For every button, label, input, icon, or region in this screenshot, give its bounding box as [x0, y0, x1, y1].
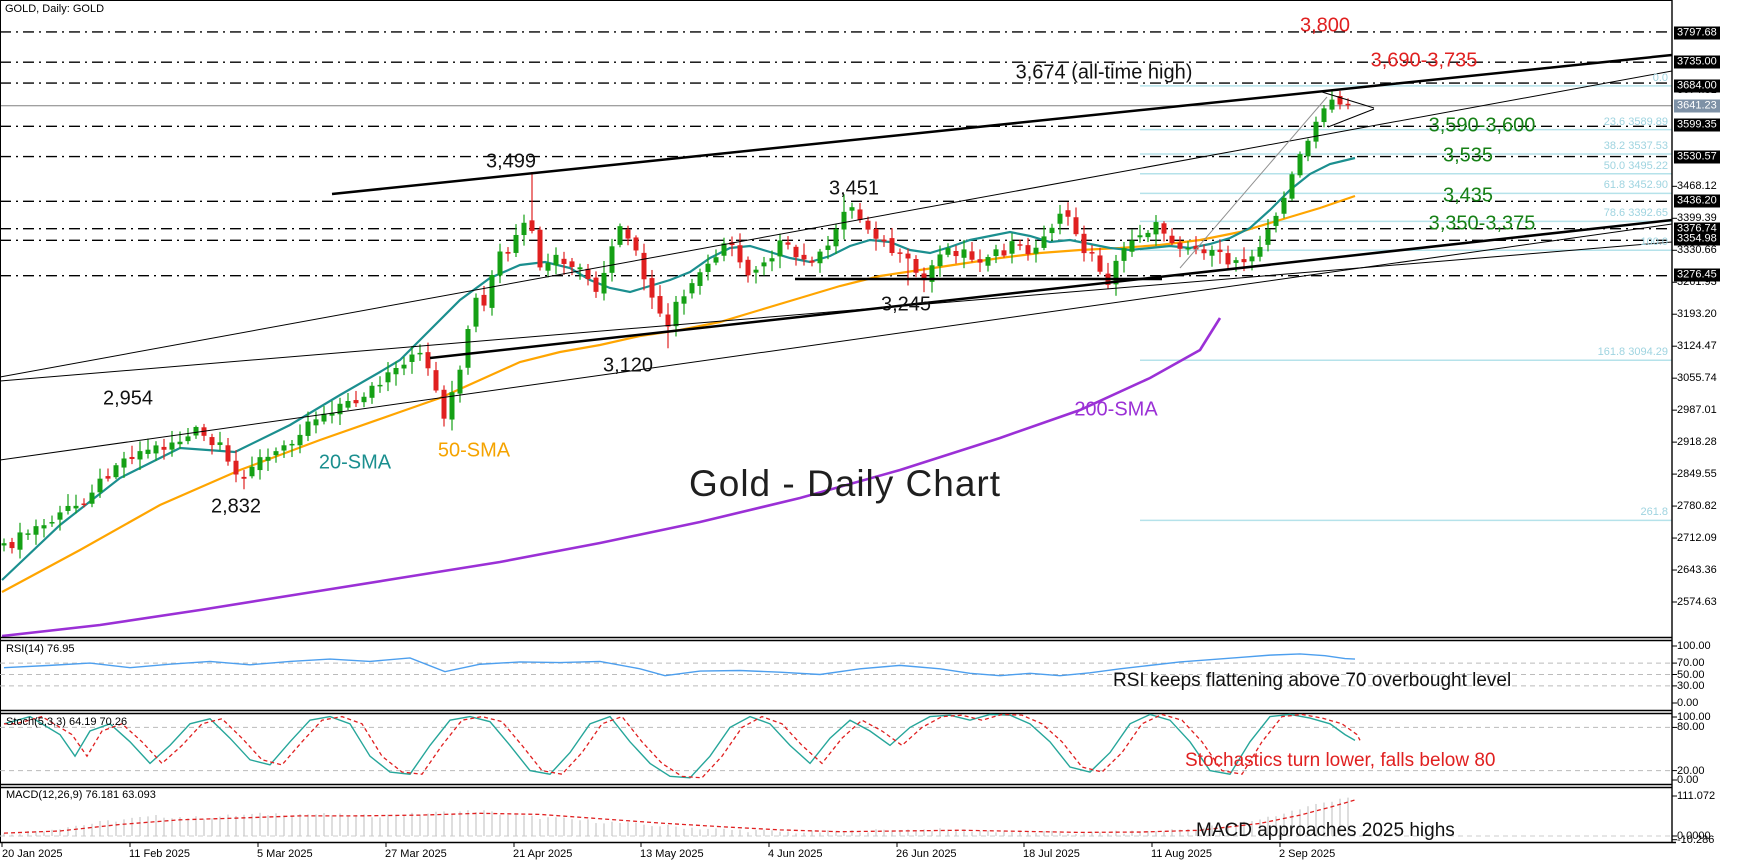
stoch-annotation-text[interactable]: Stochastics turn lower, falls below 80 — [1185, 750, 1496, 771]
price-level-label[interactable]: 3,350-3,375 — [1428, 212, 1536, 235]
macd-signal-line — [3, 799, 1356, 834]
price-level-label[interactable]: 3,120 — [602, 354, 654, 377]
price-level-label[interactable]: 2,954 — [102, 387, 154, 410]
fibonacci-label: 50.0 3495.22 — [1603, 159, 1668, 172]
date-axis-label[interactable]: 13 May 2025 — [640, 848, 704, 860]
indicator-scale-label: 50.00 — [1677, 668, 1705, 681]
price-axis-label: 2849.55 — [1677, 468, 1717, 481]
fibonacci-label: 100.0 — [1640, 236, 1668, 249]
price-axis-label: 3124.47 — [1677, 340, 1717, 353]
rsi-line — [3, 653, 1356, 677]
sma200-line — [1, 317, 1222, 638]
symbol-label: GOLD, Daily: GOLD — [5, 3, 105, 15]
price-axis-level-badge: 3354.98 — [1674, 232, 1720, 246]
trendline[interactable] — [1179, 96, 1328, 269]
date-axis-label[interactable]: 2 Sep 2025 — [1279, 848, 1336, 860]
indicator-scale-label: 0.00 — [1677, 697, 1699, 709]
stoch-indicator-label: Stoch(5,3,3) 64.19 70.26 — [6, 716, 128, 728]
price-axis-label: 3055.74 — [1677, 372, 1717, 385]
price-axis-level-badge: 3684.00 — [1674, 79, 1720, 93]
date-axis-label[interactable]: 21 Apr 2025 — [513, 848, 573, 860]
price-axis-label: 3468.12 — [1677, 180, 1717, 193]
indicator-scale-label: 80.00 — [1677, 721, 1705, 734]
indicator-scale-label: -10.286 — [1677, 833, 1715, 846]
price-level-label[interactable]: 50-SMA — [437, 439, 511, 462]
price-level-label[interactable]: 3,499 — [485, 150, 537, 173]
price-axis-label: 3330.66 — [1677, 244, 1717, 257]
fibonacci-label: 161.8 3094.29 — [1597, 346, 1668, 359]
trendline[interactable] — [0, 70, 1673, 378]
price-axis-level-badge: 3530.57 — [1674, 150, 1720, 164]
price-axis-label: 2643.36 — [1677, 564, 1717, 577]
indicator-scale-label: 20.00 — [1677, 764, 1705, 777]
chart-watermark-title: Gold - Daily Chart — [688, 463, 1002, 504]
candlestick-series — [1, 90, 1351, 559]
price-level-label[interactable]: 3,535 — [1442, 144, 1494, 167]
macd-histogram — [3, 797, 1349, 836]
price-axis-level-badge: 3376.74 — [1674, 222, 1720, 236]
date-axis-label[interactable]: 11 Aug 2025 — [1151, 848, 1212, 860]
trendline[interactable] — [0, 241, 1673, 382]
price-axis-label: 2780.82 — [1677, 500, 1717, 513]
price-axis-level-badge: 3436.20 — [1674, 194, 1720, 208]
date-axis-label[interactable]: 4 Jun 2025 — [768, 848, 823, 860]
stoch-d-line — [4, 713, 1361, 779]
price-axis-label: 2987.01 — [1677, 404, 1717, 417]
price-level-label[interactable]: 20-SMA — [318, 451, 392, 474]
price-level-label[interactable]: 3,245 — [880, 293, 932, 316]
macd-annotation-text[interactable]: MACD approaches 2025 highs — [1196, 820, 1455, 841]
indicator-scale-label: 100.00 — [1677, 711, 1711, 723]
macd-indicator-label: MACD(12,26,9) 76.181 63.093 — [6, 789, 156, 801]
price-level-label[interactable]: 3,800 — [1299, 14, 1351, 37]
price-level-label[interactable]: 3,451 — [828, 177, 880, 200]
trendline[interactable] — [1327, 108, 1375, 128]
fibonacci-label: 38.2 3537.53 — [1603, 140, 1668, 153]
price-axis-label: 3399.39 — [1677, 212, 1717, 225]
sma50-line — [1, 194, 1356, 593]
date-axis-label[interactable]: 20 Jan 2025 — [2, 848, 63, 860]
price-axis-level-badge: 3599.35 — [1674, 118, 1720, 132]
price-axis-label: 2574.63 — [1677, 596, 1717, 608]
fibonacci-label: 261.8 — [1640, 506, 1668, 519]
date-axis-label[interactable]: 18 Jul 2025 — [1023, 848, 1080, 860]
rsi-indicator-label: RSI(14) 76.95 — [6, 643, 75, 655]
rsi-annotation-text[interactable]: RSI keeps flattening above 70 overbought… — [1113, 670, 1512, 691]
stoch-k-line — [3, 713, 1356, 779]
trendline[interactable] — [0, 223, 1673, 461]
indicator-scale-label: 100.00 — [1677, 640, 1711, 652]
price-axis-level-badge: 3735.00 — [1674, 55, 1720, 69]
indicator-scale-label: 70.00 — [1677, 657, 1705, 670]
price-axis-label: 3193.20 — [1677, 308, 1717, 321]
price-axis-level-badge: 3797.68 — [1674, 26, 1720, 40]
date-axis-label[interactable]: 26 Jun 2025 — [896, 848, 957, 860]
price-level-label[interactable]: 3,590-3,600 — [1428, 114, 1536, 137]
price-level-label[interactable]: 3,690-3,735 — [1370, 49, 1478, 72]
price-level-label[interactable]: 3,674 (all-time high) — [1015, 61, 1193, 84]
current-price-badge: 3641.23 — [1674, 99, 1720, 113]
indicator-scale-label: 0.0000 — [1677, 830, 1711, 842]
price-level-label[interactable]: 2,832 — [210, 495, 262, 518]
trendline[interactable] — [1321, 91, 1375, 109]
fibonacci-label: 0.0 — [1652, 71, 1668, 84]
price-axis-label: 2712.09 — [1677, 532, 1717, 545]
trendline[interactable] — [331, 53, 1673, 196]
price-level-label[interactable]: 200-SMA — [1074, 398, 1158, 421]
trendline[interactable] — [429, 218, 1673, 360]
indicator-scale-label: 0.00 — [1677, 774, 1699, 786]
price-axis-level-badge: 3276.45 — [1674, 268, 1720, 282]
indicator-scale-label: 30.00 — [1677, 679, 1705, 692]
date-axis-label[interactable]: 27 Mar 2025 — [385, 848, 447, 860]
indicator-scale-label: 111.072 — [1677, 790, 1716, 802]
price-level-label[interactable]: 3,435 — [1442, 184, 1494, 207]
date-axis-label[interactable]: 11 Feb 2025 — [129, 848, 190, 860]
fibonacci-label: 78.6 3392.65 — [1603, 207, 1668, 220]
date-axis-label[interactable]: 5 Mar 2025 — [257, 848, 313, 860]
fibonacci-label: 23.6 3589.89 — [1603, 115, 1668, 128]
fibonacci-label: 61.8 3452.90 — [1603, 179, 1668, 192]
price-axis-label: 2918.28 — [1677, 436, 1717, 449]
